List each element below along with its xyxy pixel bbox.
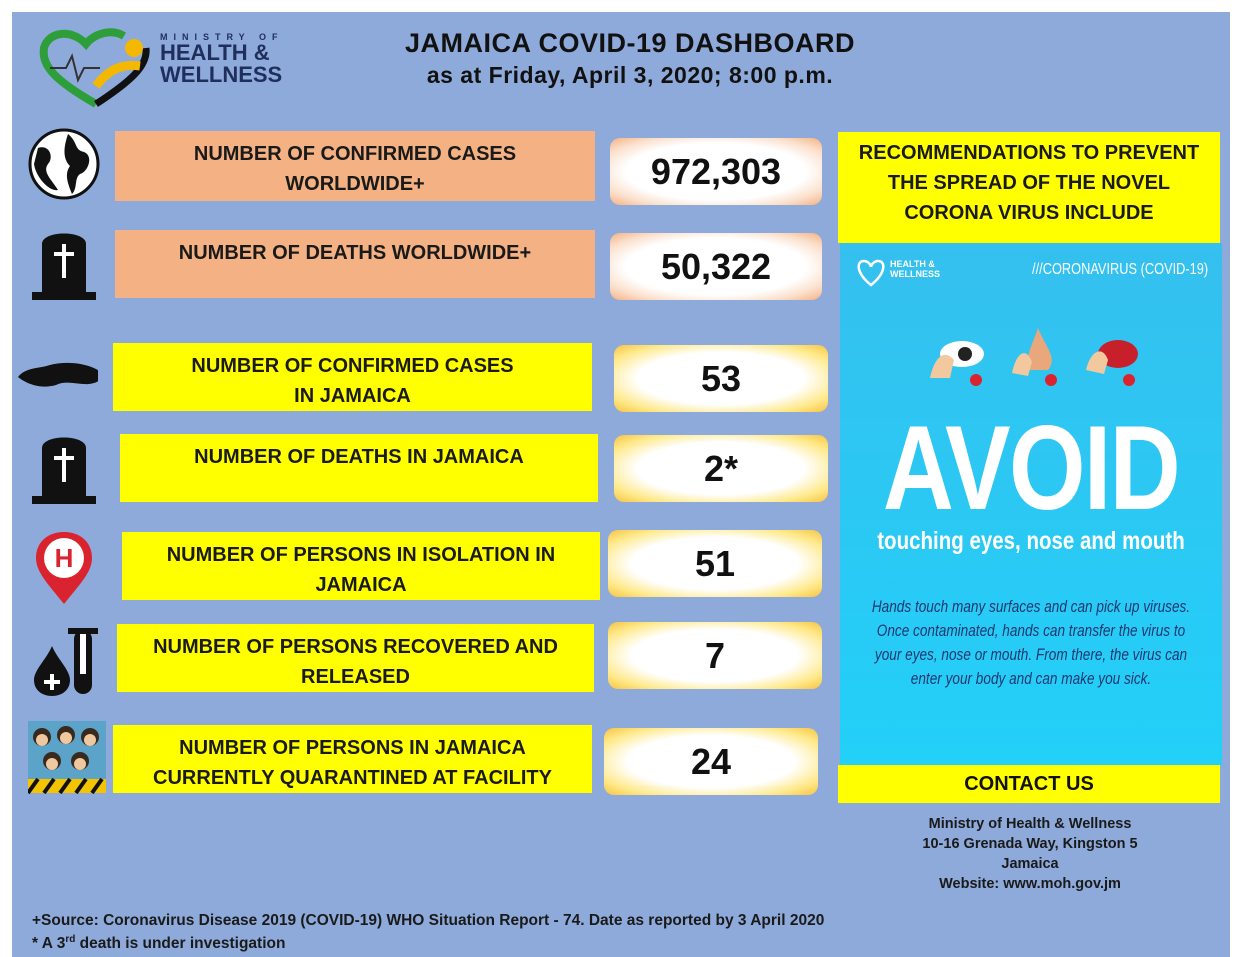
poster-body-line: your eyes, nose or mouth. From there, th…: [862, 643, 1200, 667]
stat-label-line: WORLDWIDE+: [115, 169, 595, 199]
stat-value: 53: [614, 345, 828, 412]
stat-value: 24: [604, 728, 818, 795]
poster-logo: HEALTH & WELLNESS: [890, 259, 940, 279]
stat-icon: [28, 226, 108, 306]
heart: [859, 261, 884, 285]
poster-logo-line: WELLNESS: [890, 269, 940, 279]
contact-title: CONTACT US: [838, 765, 1220, 803]
stat-icon: [28, 128, 108, 208]
stat-label-line: NUMBER OF PERSONS IN JAMAICA: [113, 733, 592, 763]
icon-shape: [62, 448, 66, 482]
stat-value: 2*: [614, 435, 828, 502]
poster-body-line: enter your body and can make you sick.: [862, 667, 1200, 691]
page: MINISTRY OF HEALTH & WELLNESS JAMAICA CO…: [0, 0, 1236, 957]
stat-icon: [28, 620, 108, 700]
stat-label-line: NUMBER OF DEATHS IN JAMAICA: [120, 442, 598, 472]
contact-line: Ministry of Health & Wellness: [880, 814, 1180, 834]
stat-label-line: NUMBER OF CONFIRMED CASES: [113, 351, 592, 381]
mouth-icon: [1086, 340, 1138, 386]
poster-headline: AVOID: [874, 403, 1187, 533]
icon-shape: H: [55, 543, 74, 573]
stat-icon: H: [28, 528, 108, 608]
logo-icon: [36, 26, 156, 110]
stat-label-line: NUMBER OF PERSONS IN ISOLATION IN: [122, 540, 600, 570]
icon-shape: [54, 252, 74, 256]
icon-shape: [60, 732, 72, 744]
poster: HEALTH & WELLNESS ///CORONAVIRUS (COVID-…: [840, 243, 1222, 765]
icon-shape: [36, 734, 48, 746]
contact-line: Jamaica: [880, 854, 1180, 874]
poster-logo-icon: [854, 257, 888, 287]
nose-icon: [1012, 328, 1057, 386]
icon-shape: [32, 292, 96, 300]
stat-value: 50,322: [610, 233, 822, 300]
stat-label-line: IN JAMAICA: [113, 381, 592, 411]
recommendations-line: CORONA VIRUS INCLUDE: [838, 198, 1220, 228]
logo-line2: WELLNESS: [160, 64, 282, 86]
icon-shape: [74, 758, 86, 770]
stat-value: 972,303: [610, 138, 822, 205]
stat-label-line: NUMBER OF PERSONS RECOVERED AND: [117, 632, 594, 662]
icon-shape: [62, 244, 66, 278]
stat-icon: [28, 721, 108, 801]
icon-shape: [32, 496, 96, 504]
stat-label-line: JAMAICA: [122, 570, 600, 600]
logo-figure: [125, 39, 143, 57]
stat-label-line: NUMBER OF CONFIRMED CASES: [115, 139, 595, 169]
stat-label-line: RELEASED: [117, 662, 594, 692]
icon-shape: [18, 363, 98, 387]
logo-line1: HEALTH &: [160, 42, 270, 64]
note-superscript: rd: [65, 934, 75, 945]
poster-tag: ///CORONAVIRUS (COVID-19): [1032, 261, 1208, 279]
stat-label-box: NUMBER OF DEATHS IN JAMAICA: [120, 434, 598, 502]
footer-note: * A 3rd death is under investigation: [32, 934, 285, 953]
poster-body: Hands touch many surfaces and can pick u…: [862, 595, 1200, 691]
eye-icon: [930, 341, 984, 386]
contact-line: 10-16 Grenada Way, Kingston 5: [880, 834, 1180, 854]
contact-line: Website: www.moh.gov.jm: [880, 874, 1180, 894]
recommendations-box: RECOMMENDATIONS TO PREVENT THE SPREAD OF…: [838, 132, 1220, 243]
note-suffix: death is under investigation: [75, 935, 285, 952]
stat-label-line: NUMBER OF DEATHS WORLDWIDE+: [115, 238, 595, 268]
icon-shape: [84, 734, 96, 746]
poster-icons: [920, 318, 1150, 393]
icon-shape: [54, 456, 74, 460]
poster-body-line: Hands touch many surfaces and can pick u…: [862, 595, 1200, 619]
subtitle: as at Friday, April 3, 2020; 8:00 p.m.: [330, 62, 930, 89]
icon-shape: [68, 628, 98, 634]
stat-label-line: CURRENTLY QUARANTINED AT FACILITY: [113, 763, 592, 793]
stat-value: 51: [608, 530, 822, 597]
contact-details: Ministry of Health & Wellness 10-16 Gren…: [880, 814, 1180, 894]
note-prefix: * A 3: [32, 935, 65, 952]
recommendations-line: RECOMMENDATIONS TO PREVENT: [838, 138, 1220, 168]
icon-shape: [44, 680, 60, 684]
stat-label-box: NUMBER OF DEATHS WORLDWIDE+: [115, 230, 595, 298]
poster-body-line: Once contaminated, hands can transfer th…: [862, 619, 1200, 643]
poster-subheadline: touching eyes, nose and mouth: [874, 527, 1187, 556]
stat-icon: [18, 339, 98, 419]
recommendations-line: THE SPREAD OF THE NOVEL: [838, 168, 1220, 198]
footer-source: +Source: Coronavirus Disease 2019 (COVID…: [32, 912, 824, 930]
stat-value: 7: [608, 622, 822, 689]
stat-icon: [28, 430, 108, 510]
icon-shape: [80, 634, 86, 674]
title: JAMAICA COVID-19 DASHBOARD: [330, 28, 930, 59]
poster-logo-line: HEALTH &: [890, 259, 940, 269]
icon-shape: [46, 758, 58, 770]
